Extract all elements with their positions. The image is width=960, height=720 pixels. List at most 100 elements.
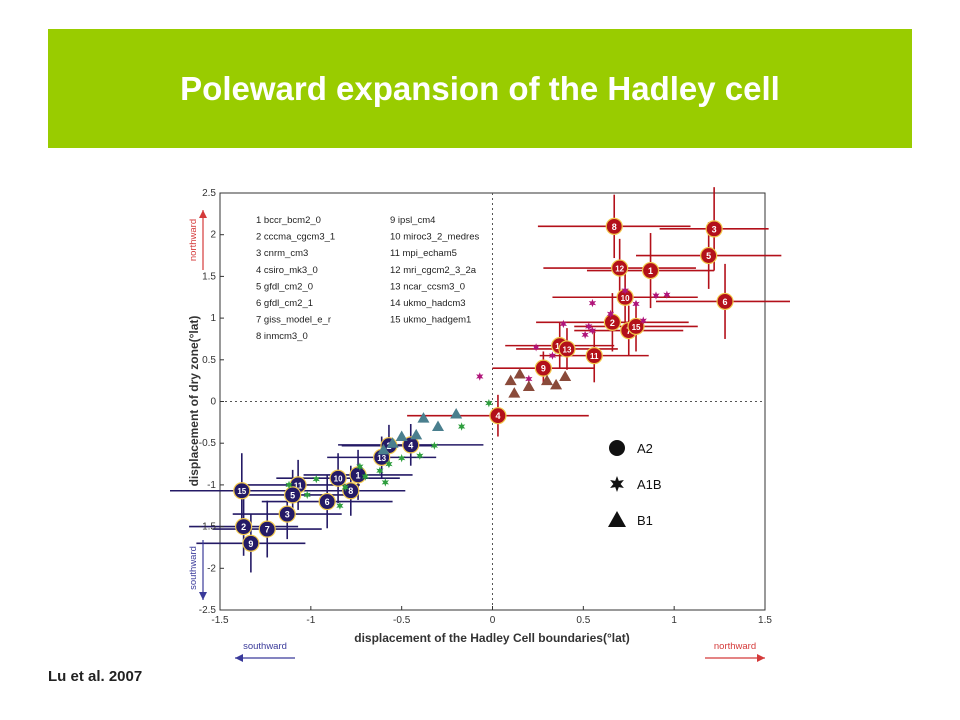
a1b-point <box>663 290 671 299</box>
a1b-point <box>621 286 629 295</box>
a2-point-label: 11 <box>590 352 599 361</box>
b1-point <box>395 430 408 442</box>
a1b-point <box>606 309 615 319</box>
b1-point <box>417 412 430 423</box>
a2-point <box>489 407 507 425</box>
a1b-point <box>532 343 540 352</box>
y-tick-label: 0.5 <box>202 355 216 366</box>
b1-point <box>377 443 390 455</box>
b1-point <box>450 408 463 419</box>
a2-point <box>641 261 660 280</box>
a2-point <box>705 220 723 238</box>
a1b-point <box>312 474 320 484</box>
a1b-point <box>430 441 438 450</box>
a1b-point <box>588 326 597 335</box>
a2-point <box>284 486 302 504</box>
model-legend-entry: 10 miroc3_2_medres <box>390 232 479 243</box>
a1b-point <box>525 374 533 384</box>
a1b-point <box>559 319 567 329</box>
a1b-point <box>632 299 640 309</box>
x-tick-label: 0 <box>490 615 496 626</box>
b1-point <box>513 367 526 379</box>
model-legend-entry: 15 ukmo_hadgem1 <box>390 315 471 326</box>
a1b-point <box>585 322 593 331</box>
a2-point <box>318 492 336 511</box>
b1-point <box>550 378 563 390</box>
b1-point <box>541 374 553 386</box>
a2-point-label: 10 <box>621 294 630 303</box>
x-north-arrow-head <box>757 654 765 662</box>
a2-point <box>611 259 629 277</box>
a1b-point <box>381 478 389 487</box>
legend-marker-a2 <box>609 440 625 456</box>
a1b-point <box>361 472 369 481</box>
a2-point <box>700 246 718 265</box>
a1b-point <box>376 466 384 475</box>
y-tick-label: 1 <box>210 313 216 324</box>
x-tick-label: -1 <box>306 615 315 626</box>
a1b-point <box>356 462 364 471</box>
a2-point-label: 3 <box>285 510 290 520</box>
hadley-scatter-chart: 491413112715108121536421311086115371529 … <box>170 187 790 662</box>
a2-point-label: 2 <box>241 522 246 532</box>
y-tick-label: 1.5 <box>202 271 216 282</box>
b1-point <box>504 374 517 386</box>
a2-point-label: 8 <box>348 486 353 496</box>
a2-point-label: 7 <box>265 525 270 535</box>
y-north-arrow-head <box>199 210 207 218</box>
model-legend-entry: 1 bccr_bcm2_0 <box>256 215 321 226</box>
a2-point-label: 10 <box>334 475 343 484</box>
a2-point-label: 2 <box>610 318 615 328</box>
a2-point <box>258 520 276 538</box>
a2-point-label: 5 <box>706 251 711 261</box>
y-tick-label: 2 <box>210 230 216 241</box>
b1-point <box>386 437 399 448</box>
y-tick-label: -1.5 <box>199 522 217 533</box>
x-axis-label: displacement of the Hadley Cell boundari… <box>354 631 630 645</box>
model-legend-entry: 8 inmcm3_0 <box>256 331 308 342</box>
x-tick-label: 0.5 <box>576 615 590 626</box>
a1b-point <box>336 501 344 510</box>
a2-point-label: 4 <box>495 411 500 421</box>
a2-point-label: 11 <box>294 481 303 490</box>
a2-point-label: 13 <box>377 454 386 463</box>
a2-point-label: 9 <box>541 364 546 374</box>
legend-marker-a1b <box>610 476 624 492</box>
a1b-point <box>476 372 484 381</box>
a1b-point <box>588 298 597 308</box>
a2-point-label: 12 <box>615 265 624 274</box>
b1-point <box>522 380 535 391</box>
model-legend-entry: 4 csiro_mk3_0 <box>256 265 318 276</box>
b1-point <box>559 370 572 381</box>
a1b-point <box>398 454 406 463</box>
a2-point-label: 13 <box>563 345 572 354</box>
a1b-point <box>385 459 393 469</box>
x-south-arrow-head <box>235 654 243 662</box>
a2-point-label: 4 <box>408 440 413 450</box>
y-tick-label: 0 <box>210 397 216 408</box>
model-legend-entry: 2 cccma_cgcm3_1 <box>256 232 335 243</box>
legend-marker-b1 <box>608 511 626 527</box>
y-tick-label: -2 <box>207 563 216 574</box>
a2-point <box>716 292 734 311</box>
a2-point-label: 6 <box>723 297 728 307</box>
a2-point-label: 7 <box>626 326 631 336</box>
a2-point-label: 3 <box>712 224 717 234</box>
a2-point <box>278 505 296 523</box>
b1-point <box>508 387 521 398</box>
legend-label: A2 <box>637 441 653 456</box>
x-tick-label: 1 <box>671 615 677 626</box>
a1b-point <box>652 291 660 300</box>
x-tick-label: 1.5 <box>758 615 772 626</box>
y-tick-label: -2.5 <box>199 605 217 616</box>
x-south-label: southward <box>243 641 287 652</box>
a1b-point <box>416 451 424 460</box>
slide-title: Poleward expansion of the Hadley cell <box>180 70 780 107</box>
a1b-point <box>485 399 493 408</box>
a2-point <box>585 347 603 365</box>
model-legend-entry: 6 gfdl_cm2_1 <box>256 298 313 309</box>
model-legend-entry: 13 ncar_ccsm3_0 <box>390 281 465 292</box>
a2-point <box>605 217 623 235</box>
y-axis-label: displacement of dry zone(°lat) <box>187 316 201 487</box>
a2-point-label: 1 <box>356 470 361 480</box>
